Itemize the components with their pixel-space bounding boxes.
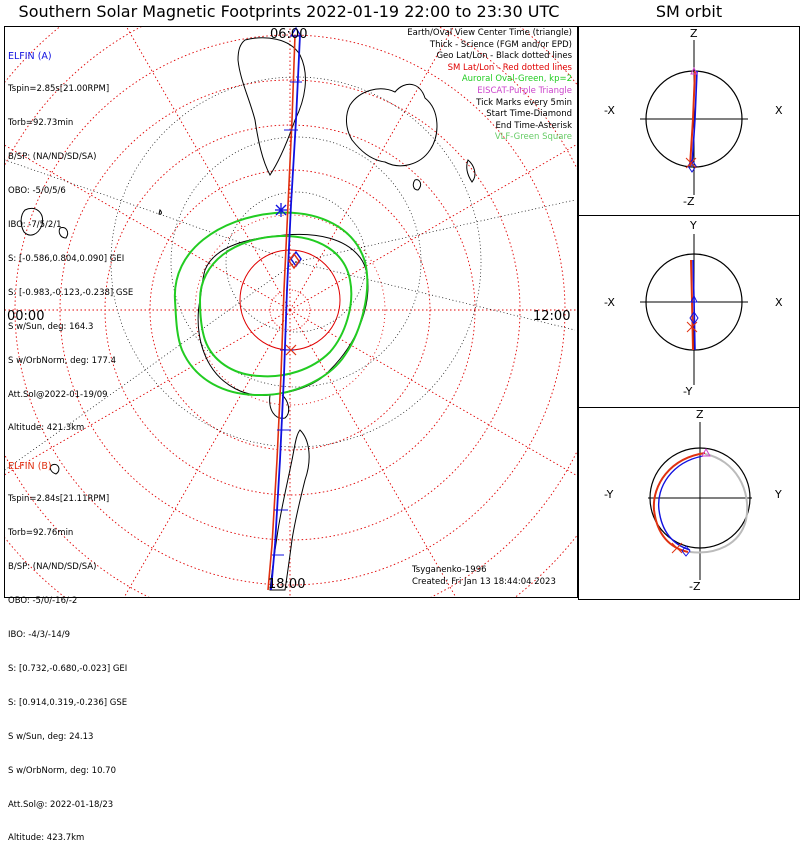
orbit-xz-plot xyxy=(640,40,748,195)
plot-title: Southern Solar Magnetic Footprints 2022-… xyxy=(18,2,560,21)
orbit2-left-label: -X xyxy=(604,296,615,309)
legend-item: Geo Lat/Lon - Black dotted lines xyxy=(436,51,572,62)
track-markers xyxy=(275,27,303,356)
legend-item: Start Time-Diamond xyxy=(486,109,572,120)
legend-item: EISCAT-Purple Triangle xyxy=(477,85,572,96)
orbit3-top-label: Z xyxy=(696,408,704,421)
time-label-bottom: 18:00 xyxy=(268,577,306,592)
elfin-a-header: ELFIN (A) xyxy=(8,50,52,62)
legend-item: Thick - Science (FGM and/or EPD) xyxy=(429,39,572,50)
elfin-a-line: S: [-0.983,-0.123,-0.238] GSE xyxy=(8,287,134,298)
elfin-a-line: IBO: -7/5/2/1 xyxy=(8,220,62,231)
elfin-b-line: IBO: -4/3/-14/9 xyxy=(8,630,71,641)
elfin-a-line: Tspin=2.85s[21.00RPM] xyxy=(8,84,110,95)
elfin-a-line: Altitude: 421.3km xyxy=(8,423,85,434)
elfin-a-line: OBO: -5/0/5/6 xyxy=(8,186,66,197)
elfin-b-track xyxy=(267,34,296,591)
orbit1-bottom-label: -Z xyxy=(683,195,695,208)
orbit-xy-plot xyxy=(640,234,748,385)
footprint-map-panel xyxy=(4,26,578,598)
orbit2-bottom-label: -Y xyxy=(683,385,693,398)
legend: Earth/Oval View Center Time (triangle) T… xyxy=(407,28,572,144)
model-name: Tsyganenko-1996 xyxy=(412,565,487,575)
legend-item: Auroral Oval-Green, kp=2 xyxy=(461,74,572,85)
orbit-yz-plot xyxy=(648,422,752,580)
elfin-b-line: S: [0.914,0.319,-0.236] GSE xyxy=(8,697,128,708)
elfin-b-header: ELFIN (B) xyxy=(8,460,52,472)
sm-longitude-lines xyxy=(5,27,577,597)
orbit1-left-label: -X xyxy=(604,104,615,117)
created-timestamp: Created: Fri Jan 13 18:44:04 2023 xyxy=(412,576,556,587)
elfin-b-line: S: [0.732,-0.680,-0.023] GEI xyxy=(8,663,128,674)
legend-item: Earth/Oval View Center Time (triangle) xyxy=(407,28,572,38)
legend-item: Tick Marks every 5min xyxy=(476,97,572,108)
coastlines xyxy=(20,37,476,591)
elfin-b-line: Att.Sol@: 2022-01-18/23 xyxy=(8,799,114,810)
page: Southern Solar Magnetic Footprints 2022-… xyxy=(4,2,800,843)
legend-item: End Time-Asterisk xyxy=(495,120,572,131)
time-label-top: 06:00 xyxy=(270,27,308,42)
elfin-a-info: ELFIN (A) Tspin=2.85s[21.00RPM] Torb=92.… xyxy=(8,28,133,457)
legend-item: SM Lat/Lon - Red dotted lines xyxy=(447,62,572,73)
orbit-plots xyxy=(640,40,752,580)
legend-item: VLF-Green Square xyxy=(494,132,572,143)
elfin-a-line: S: [-0.586,0.804,0.090] GEI xyxy=(8,253,125,264)
orbit3-right-label: Y xyxy=(775,488,782,501)
elfin-a-track xyxy=(270,34,301,591)
elfin-b-line: S w/OrbNorm, deg: 10.70 xyxy=(8,765,117,776)
orbit3-left-label: -Y xyxy=(604,488,614,501)
auroral-oval xyxy=(173,211,369,397)
time-label-right: 12:00 xyxy=(533,309,571,324)
elfin-a-line: B/SP: (NA/ND/SD/SA) xyxy=(8,152,97,163)
orbit-title: SM orbit xyxy=(655,2,723,21)
orbit3-bottom-label: -Z xyxy=(689,580,701,593)
elfin-b-line: Altitude: 423.7km xyxy=(8,833,85,844)
elfin-b-line: Torb=92.76min xyxy=(8,528,74,539)
elfin-b-line: S w/Sun, deg: 24.13 xyxy=(8,731,94,742)
elfin-a-line: Torb=92.73min xyxy=(8,118,74,129)
elfin-b-line: B/SP: (NA/ND/SD/SA) xyxy=(8,562,97,573)
elfin-a-line: S w/Sun, deg: 164.3 xyxy=(8,321,94,332)
orbit1-right-label: X xyxy=(775,104,783,117)
orbit1-top-label: Z xyxy=(690,27,698,40)
elfin-b-line: Tspin=2.84s[21.11RPM] xyxy=(8,494,110,505)
time-label-left: 00:00 xyxy=(7,309,45,324)
credits: Tsyganenko-1996 Created: Fri Jan 13 18:4… xyxy=(412,565,556,588)
footprint-map xyxy=(5,27,577,597)
elfin-a-line: Att.Sol@2022-01-19/09 xyxy=(8,389,108,400)
elfin-a-line: S w/OrbNorm, deg: 177.4 xyxy=(8,355,117,366)
orbit2-right-label: X xyxy=(775,296,783,309)
orbit2-top-label: Y xyxy=(690,219,697,232)
